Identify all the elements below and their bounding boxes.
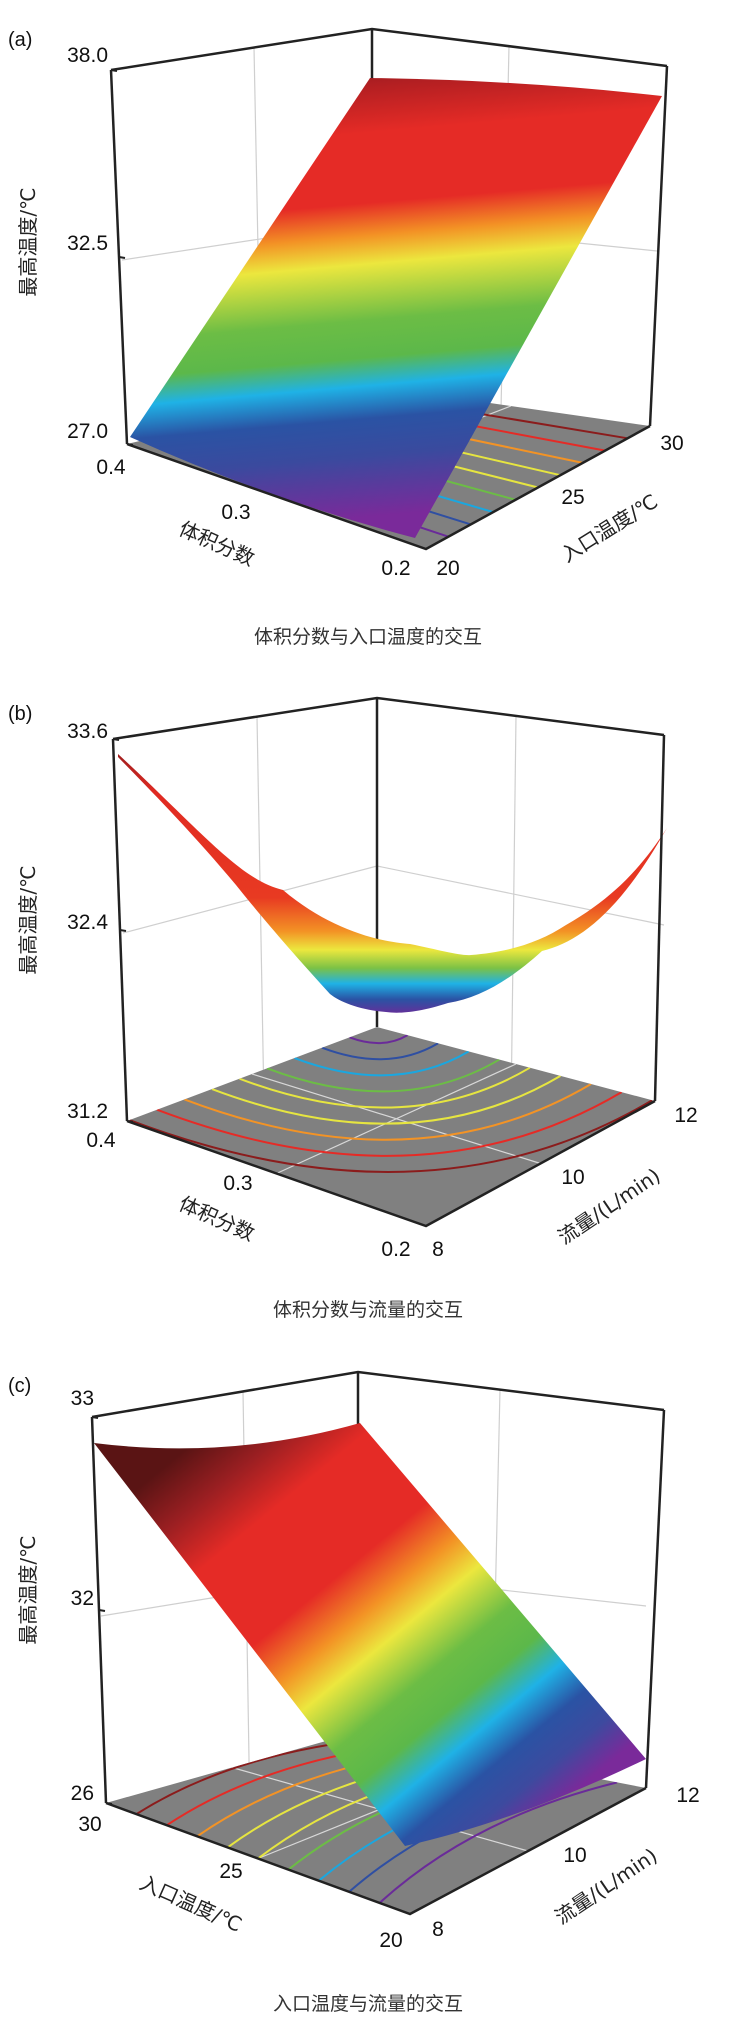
panel-c-caption: 入口温度与流量的交互 bbox=[273, 1993, 463, 2015]
contour-line bbox=[294, 1050, 470, 1077]
z-axis-title: 最高温度/℃ bbox=[16, 187, 40, 296]
y-tick-label: 10 bbox=[563, 1844, 586, 1867]
contour-line bbox=[349, 1034, 409, 1045]
response-surface bbox=[118, 754, 667, 1013]
z-tick-label: 27.0 bbox=[67, 420, 108, 443]
panel-a-plot bbox=[109, 27, 669, 551]
floor-gridline bbox=[276, 1063, 517, 1175]
top-edge bbox=[110, 27, 668, 72]
z-tick-label: 32 bbox=[71, 1587, 94, 1610]
wall-gridline bbox=[511, 715, 517, 1063]
z-axis-title: 最高温度/℃ bbox=[16, 1535, 40, 1644]
x-axis-title: 体积分数 bbox=[175, 1191, 258, 1245]
y-tick-label: 10 bbox=[561, 1166, 584, 1189]
y-tick-label: 30 bbox=[660, 432, 683, 455]
right-vertical-edge bbox=[653, 734, 666, 1102]
x-tick-label: 25 bbox=[219, 1860, 242, 1883]
contour-line bbox=[129, 1099, 653, 1173]
contour-line bbox=[239, 1066, 531, 1109]
z-tick-mark bbox=[105, 1802, 113, 1805]
contour-line bbox=[266, 1058, 500, 1093]
x-tick-label: 0.2 bbox=[381, 557, 410, 580]
panel-c-label: (c) bbox=[8, 1375, 31, 1397]
contour-line bbox=[211, 1074, 561, 1125]
contour-line bbox=[321, 1042, 439, 1061]
contour-line bbox=[156, 1091, 623, 1157]
z-tick-mark bbox=[110, 69, 118, 72]
z-tick-mark bbox=[91, 1416, 99, 1419]
x-tick-label: 0.2 bbox=[381, 1238, 410, 1261]
panel-b-plot bbox=[111, 696, 667, 1228]
x-tick-label: 30 bbox=[78, 1813, 101, 1836]
z-tick-label: 32.4 bbox=[67, 911, 108, 934]
y-tick-label: 20 bbox=[436, 557, 459, 580]
x-tick-label: 0.3 bbox=[223, 1172, 252, 1195]
z-axis-title: 最高温度/℃ bbox=[16, 865, 40, 974]
z-tick-mark bbox=[112, 738, 120, 741]
x-axis-title: 体积分数 bbox=[175, 516, 258, 570]
x-tick-label: 20 bbox=[379, 1929, 402, 1952]
x-tick-label: 0.4 bbox=[96, 456, 126, 479]
top-edge bbox=[91, 1370, 665, 1419]
z-tick-label: 33 bbox=[71, 1387, 94, 1410]
y-tick-label: 25 bbox=[561, 486, 584, 509]
z-tick-mark bbox=[119, 929, 127, 932]
z-tick-mark bbox=[118, 256, 126, 259]
contour-line bbox=[378, 1781, 618, 1904]
panel-c: (c) 33 32 26 30 25 20 8 10 12 入口温度/℃ 流量/… bbox=[8, 1370, 700, 2015]
z-tick-label: 32.5 bbox=[67, 232, 108, 255]
y-tick-label: 8 bbox=[432, 1918, 444, 1941]
panel-a-caption: 体积分数与入口温度的交互 bbox=[254, 626, 482, 648]
panel-a: (a) 38.0 32.5 27.0 0.4 0.3 0.2 20 25 30 … bbox=[8, 27, 684, 648]
y-tick-label: 12 bbox=[674, 1104, 697, 1127]
z-tick-mark bbox=[126, 443, 134, 446]
x-tick-label: 0.4 bbox=[86, 1129, 116, 1152]
floor-front-edge bbox=[105, 1786, 647, 1916]
z-tick-mark bbox=[98, 1609, 106, 1612]
floor-front-edge bbox=[126, 424, 651, 551]
contour-group bbox=[129, 1034, 653, 1175]
y-tick-label: 12 bbox=[676, 1784, 699, 1807]
response-surface bbox=[94, 1423, 646, 1846]
top-edge bbox=[112, 696, 665, 741]
z-tick-mark bbox=[126, 1120, 134, 1123]
right-vertical-edge bbox=[644, 1409, 666, 1789]
x-tick-label: 0.3 bbox=[221, 501, 250, 524]
panel-b: (b) 33.6 32.4 31.2 0.4 0.3 0.2 8 10 12 体… bbox=[8, 696, 698, 1321]
y-tick-label: 8 bbox=[432, 1238, 444, 1261]
contour-line bbox=[184, 1083, 592, 1141]
response-surface bbox=[130, 78, 662, 538]
z-tick-label: 33.6 bbox=[67, 720, 108, 743]
floor-front-edge bbox=[126, 1099, 656, 1228]
panel-a-label: (a) bbox=[8, 29, 32, 51]
z-tick-label: 31.2 bbox=[67, 1100, 108, 1123]
panel-c-plot bbox=[90, 1370, 666, 1916]
panel-b-caption: 体积分数与流量的交互 bbox=[273, 1299, 463, 1321]
z-tick-label: 26 bbox=[71, 1782, 94, 1805]
right-vertical-edge bbox=[648, 65, 669, 427]
panel-b-label: (b) bbox=[8, 703, 32, 725]
z-tick-label: 38.0 bbox=[67, 44, 108, 67]
